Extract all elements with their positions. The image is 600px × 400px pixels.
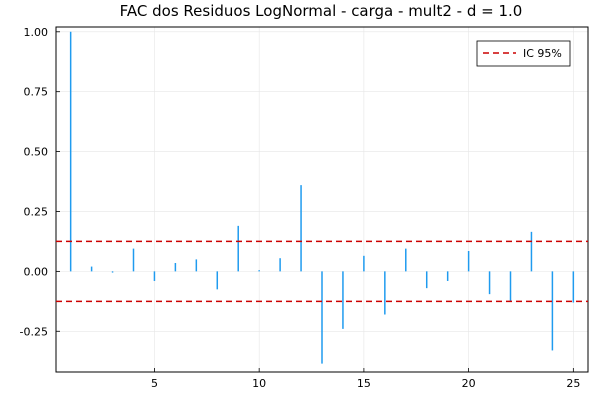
- x-tick-label: 20: [462, 377, 476, 390]
- confidence-band: [56, 240, 588, 303]
- ticks: 5 10 15 20 25 1.00 0.75 0.50 0.25 0.00 -0.25: [20, 26, 581, 390]
- y-tick-label: 0.50: [24, 146, 49, 159]
- chart-title: FAC dos Residuos LogNormal - carga - mul…: [120, 2, 523, 20]
- y-tick-label: 0.75: [24, 86, 49, 99]
- legend: IC 95%: [476, 40, 571, 67]
- y-tick-label: -0.25: [20, 325, 48, 338]
- bars: [69, 31, 575, 364]
- x-tick-label: 10: [252, 377, 266, 390]
- legend-box: [476, 40, 571, 67]
- grid: [56, 27, 588, 372]
- y-tick-label: 0.25: [24, 205, 49, 218]
- y-tick-label: 1.00: [24, 26, 49, 39]
- x-tick-label: 15: [357, 377, 371, 390]
- x-tick-label: 25: [566, 377, 580, 390]
- y-tick-label: 0.00: [24, 265, 49, 278]
- x-tick-label: 5: [151, 377, 158, 390]
- plot-frame: [55, 26, 589, 373]
- legend-label: IC 95%: [523, 47, 562, 60]
